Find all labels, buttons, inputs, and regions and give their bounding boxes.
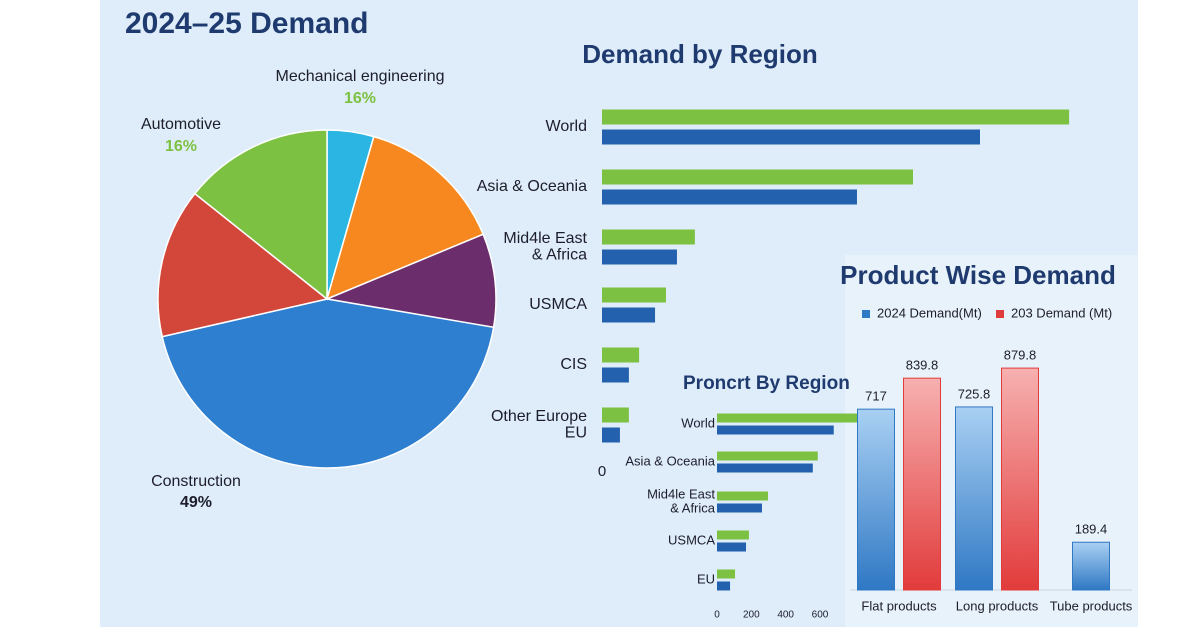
y-tick-label: & Africa	[532, 247, 587, 264]
bar	[602, 169, 914, 185]
value-label: 189.4	[1075, 522, 1108, 537]
bar	[602, 109, 1070, 125]
bar	[602, 129, 980, 145]
slice-label: Automotive	[141, 116, 221, 133]
bar	[717, 451, 818, 461]
y-tick-label: World	[681, 415, 715, 430]
x-tick-label: 600	[812, 610, 829, 621]
legend-label: 203 Demand (Mt)	[1011, 305, 1112, 320]
value-label: 717	[865, 389, 887, 404]
value-label: 725.8	[958, 386, 991, 401]
bar	[602, 287, 666, 303]
bar	[602, 367, 629, 383]
slice-value-label: 49%	[180, 494, 212, 511]
bar	[602, 407, 629, 423]
pie-slice	[193, 129, 328, 301]
y-tick-label: Asia & Oceania	[477, 178, 587, 195]
slice-value-label: 16%	[344, 90, 376, 107]
bar	[1072, 541, 1110, 591]
slice-value-label: 16%	[165, 138, 197, 155]
bar	[717, 530, 749, 540]
chart-title: 2024–25 Demand	[125, 7, 369, 40]
y-tick-label: CIS	[560, 356, 587, 373]
pie-slice	[324, 233, 497, 329]
bar	[717, 425, 834, 435]
legend-swatch	[996, 310, 1004, 318]
bar	[717, 569, 736, 579]
x-tick-label: 400	[777, 610, 794, 621]
x-tick-label: Tube products	[1050, 598, 1133, 613]
pie-slice	[325, 135, 485, 301]
y-tick-label: & Africa	[670, 500, 716, 515]
legend-swatch	[862, 310, 870, 318]
bar	[717, 503, 762, 513]
bar	[717, 491, 768, 501]
bar	[602, 229, 695, 245]
chart-title: Proncrt By Region	[683, 373, 850, 394]
bar	[717, 542, 747, 552]
y-tick-label: Mid4le East	[503, 230, 587, 247]
bar	[717, 581, 731, 591]
y-tick-label: Other Europe	[491, 408, 587, 425]
x-tick-label: 200	[743, 610, 760, 621]
slice-label: Construction	[151, 473, 241, 490]
x-tick-label: 0	[714, 610, 720, 621]
bar	[602, 347, 640, 363]
x-tick-label: 0	[598, 463, 606, 480]
y-tick-label: Asia & Oceania	[625, 453, 715, 468]
pie-slice	[161, 298, 495, 469]
legend-label: 2024 Demand(Mt)	[877, 305, 982, 320]
bar	[602, 189, 857, 205]
y-tick-label: USMCA	[529, 296, 587, 313]
pie-slice	[157, 192, 329, 338]
x-tick-label: Long products	[956, 598, 1039, 613]
y-tick-label: USMCA	[668, 532, 715, 547]
bar	[1001, 367, 1039, 591]
y-tick-label: Mid4le East	[647, 487, 715, 502]
x-tick-label: Flat products	[861, 598, 937, 613]
bar	[602, 249, 677, 265]
bar	[903, 377, 941, 591]
slice-label: Mechanical engineering	[276, 68, 445, 85]
y-tick-label: EU	[697, 571, 715, 586]
value-label: 879.8	[1004, 348, 1037, 363]
bar	[602, 427, 620, 443]
bar	[717, 463, 813, 473]
bar	[955, 406, 993, 591]
chart-title: Demand by Region	[582, 39, 817, 69]
bar	[602, 307, 656, 323]
y-tick-label: World	[546, 118, 588, 135]
bar	[717, 413, 864, 423]
value-label: 839.8	[906, 358, 939, 373]
y-tick-label: EU	[565, 425, 587, 442]
bar	[857, 408, 895, 591]
chart-title: Product Wise Demand	[840, 260, 1116, 290]
